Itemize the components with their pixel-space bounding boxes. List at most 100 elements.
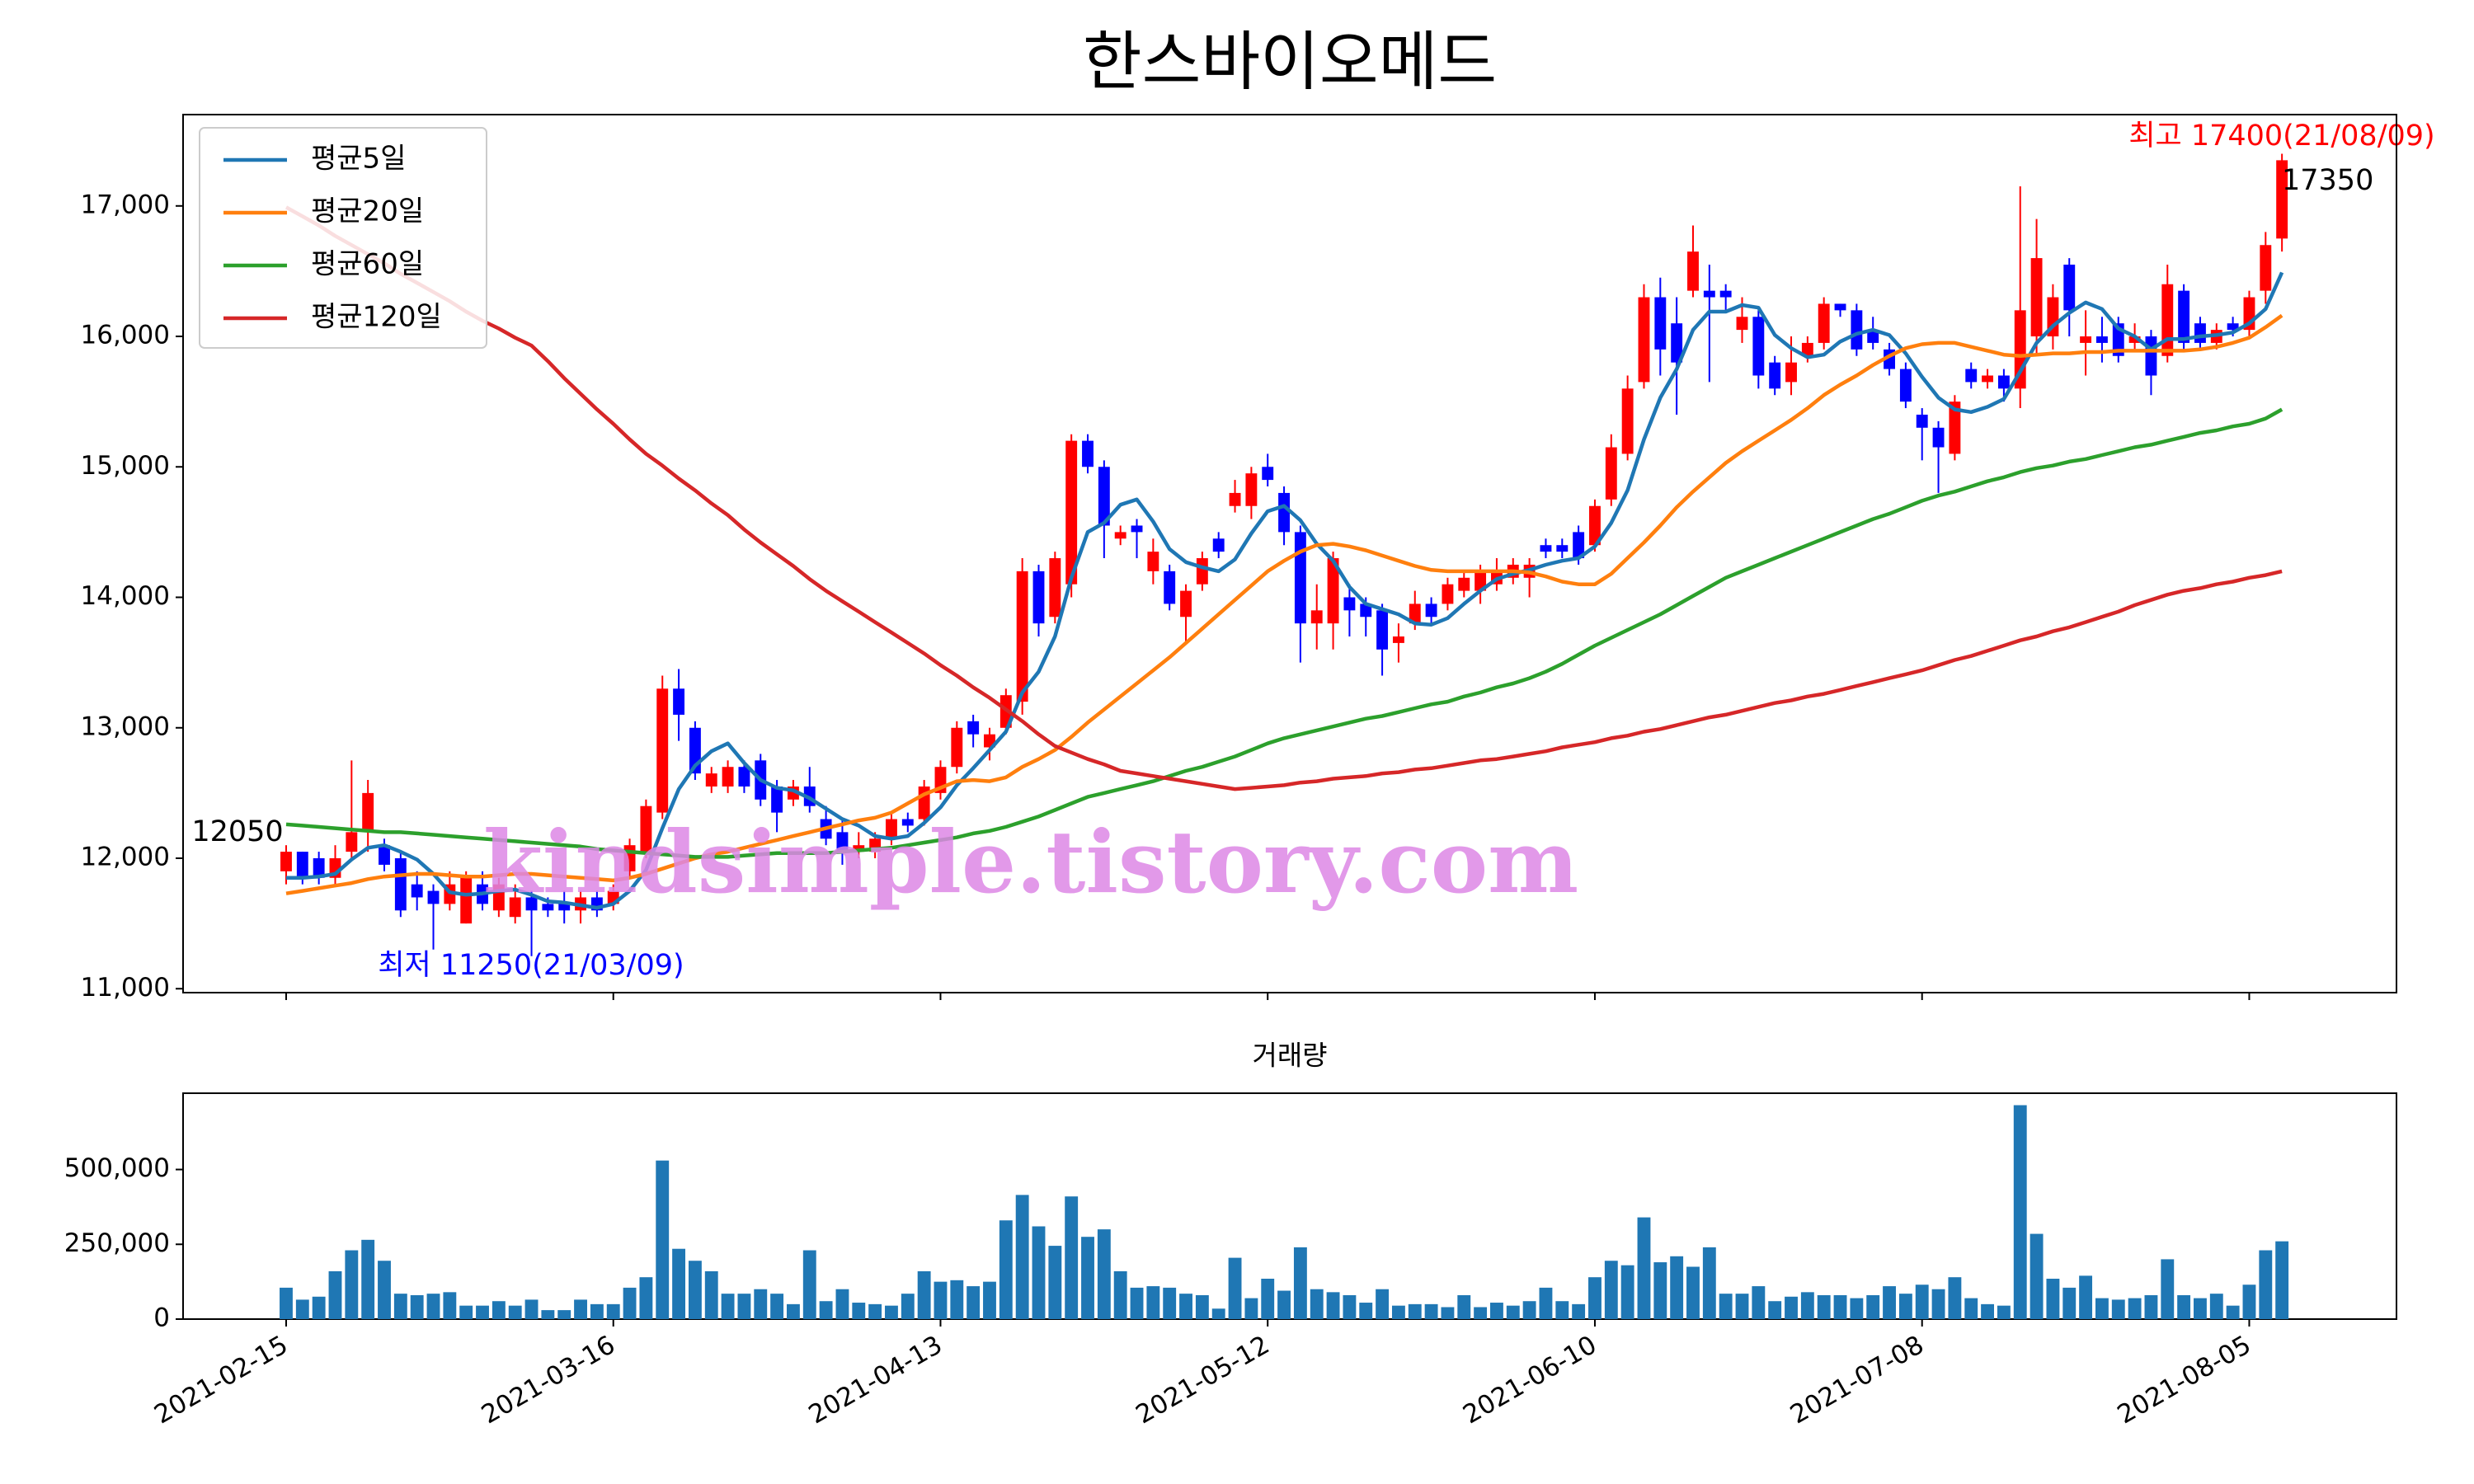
volume-bar [1490, 1303, 1503, 1319]
candle-body [1082, 440, 1094, 467]
volume-bar [1081, 1237, 1094, 1319]
candle-body [1982, 375, 1994, 383]
volume-bar [1898, 1294, 1912, 1319]
candle-body [379, 845, 390, 865]
volume-bar [1817, 1294, 1831, 1319]
volume-bar [1032, 1226, 1046, 1319]
volume-bar [2209, 1294, 2223, 1319]
volume-bar [852, 1303, 866, 1319]
candle-body [280, 852, 292, 871]
volume-bar [1408, 1303, 1422, 1319]
volume-bar [639, 1277, 653, 1319]
legend-label: 평균20일 [311, 195, 424, 228]
candle-body [853, 845, 865, 852]
volume-bar [1637, 1217, 1651, 1319]
volume-bar [1588, 1277, 1602, 1319]
volume-bar [1964, 1298, 1978, 1319]
candle-body [427, 890, 440, 904]
volume-bar [476, 1305, 489, 1319]
volume-bar [1768, 1301, 1782, 1319]
volume-bar [672, 1248, 686, 1319]
candle-body [2145, 336, 2157, 376]
volume-bar [819, 1301, 833, 1319]
price-axes-frame [182, 114, 2397, 993]
watermark: kindsimple.tistory.com [483, 811, 1578, 913]
volume-bar [426, 1294, 440, 1319]
ma-line [286, 271, 2284, 910]
low-annotation: 최저 11250(21/03/09) [378, 949, 684, 982]
candle-body [1278, 492, 1290, 533]
legend-label: 평균5일 [311, 143, 406, 176]
candle-body [1016, 571, 1028, 702]
legend-box [199, 127, 487, 349]
candle-body [1605, 447, 1617, 500]
candle-body [1458, 577, 1470, 591]
volume-bar [1931, 1289, 1945, 1319]
candle-body [1442, 584, 1454, 604]
candle-body [1965, 369, 1978, 383]
candle-body [1327, 558, 1339, 624]
candle-body [1032, 571, 1045, 624]
volume-bar [2144, 1294, 2158, 1319]
volume-bar [2259, 1250, 2273, 1319]
volume-bar [1604, 1261, 1618, 1319]
candle-body [509, 897, 521, 918]
volume-bar [2111, 1299, 2125, 1319]
volume-bar [885, 1305, 898, 1319]
candle-body [1262, 467, 1274, 481]
volume-bar [868, 1303, 882, 1319]
candle-body [2276, 160, 2288, 239]
volume-bar [1179, 1294, 1192, 1319]
candle-body [1229, 492, 1241, 506]
candle-body [1196, 558, 1208, 585]
y-tick-label: 0 [153, 1303, 170, 1333]
volume-bar [280, 1287, 293, 1319]
volume-bar [1113, 1270, 1127, 1319]
y-tick-label: 14,000 [81, 581, 170, 611]
candle-body [2030, 258, 2043, 337]
volume-bar [770, 1294, 784, 1319]
volume-bar [2046, 1279, 2060, 1319]
candle-body [2095, 336, 2108, 343]
volume-bar [1981, 1303, 1994, 1319]
candle-body [558, 904, 571, 911]
y-tick-label: 12,000 [81, 843, 170, 872]
volume-bar [459, 1305, 473, 1319]
volume-bar [2095, 1298, 2109, 1319]
volume-bar [574, 1299, 587, 1319]
candle-body [1834, 303, 1846, 311]
volume-bar [1391, 1305, 1405, 1319]
volume-bar [606, 1303, 620, 1319]
volume-bar [1130, 1287, 1144, 1319]
legend-label: 평균120일 [311, 301, 442, 334]
candle-body [1916, 414, 1928, 428]
chart-title: 한스바이오메드 [1083, 25, 1497, 99]
volume-bar [557, 1310, 571, 1319]
candle-body [2080, 336, 2092, 343]
volume-bar [1948, 1277, 1962, 1319]
volume-bar [1620, 1265, 1634, 1319]
volume-bar [1424, 1303, 1438, 1319]
volume-bar [1195, 1294, 1209, 1319]
y-tick-label: 13,000 [81, 711, 170, 741]
volume-bar [361, 1239, 375, 1319]
volume-bar [721, 1294, 735, 1319]
candle-body [1997, 375, 2010, 389]
volume-bar [590, 1303, 604, 1319]
volume-bar [1048, 1246, 1062, 1319]
volume-bar [1850, 1298, 1864, 1319]
candle-body [1621, 388, 1634, 454]
volume-bar [1785, 1296, 1798, 1319]
volume-bar [1506, 1305, 1520, 1319]
candle-body [1785, 362, 1797, 383]
volume-bar [2177, 1294, 2191, 1319]
volume-bar [1997, 1305, 2011, 1319]
candle-body [1719, 290, 1732, 298]
candle-body [346, 832, 358, 852]
candle-body [1475, 571, 1487, 591]
candle-body [951, 727, 963, 768]
volume-bar [1293, 1247, 1307, 1319]
volume-bar [1800, 1292, 1814, 1319]
volume-bar [688, 1261, 702, 1319]
candle-body [738, 767, 750, 787]
